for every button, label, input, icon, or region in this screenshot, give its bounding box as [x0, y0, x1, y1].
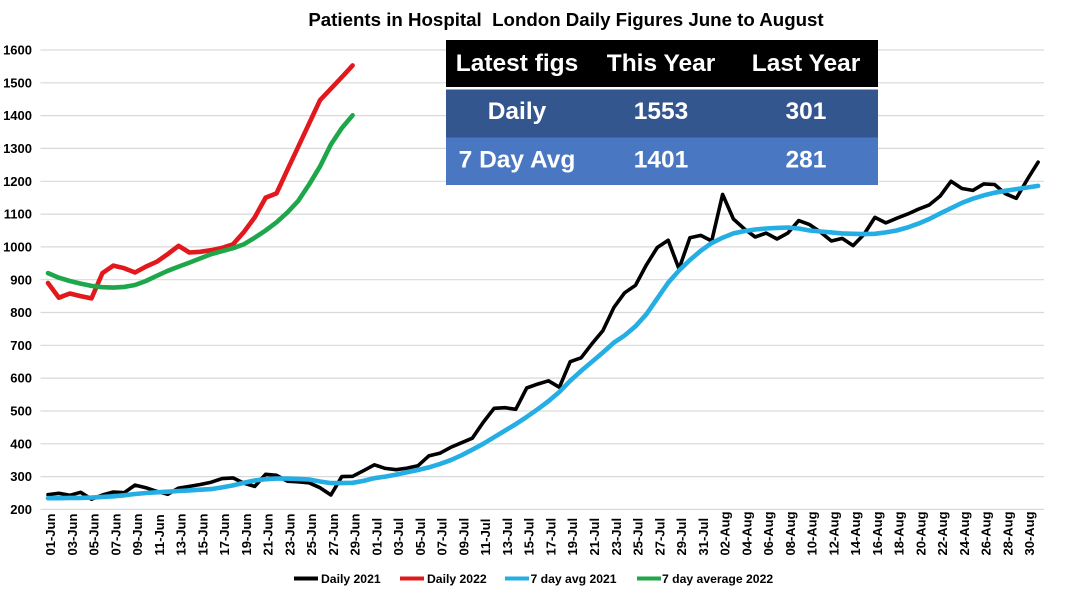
svg-text:Last Year: Last Year [752, 50, 861, 77]
svg-text:27-Jul: 27-Jul [652, 518, 667, 556]
svg-text:1401: 1401 [634, 147, 689, 174]
svg-text:29-Jun: 29-Jun [348, 514, 363, 556]
svg-text:Daily 2022: Daily 2022 [427, 572, 487, 586]
svg-text:25-Jun: 25-Jun [304, 514, 319, 556]
svg-text:02-Aug: 02-Aug [718, 511, 733, 555]
svg-text:900: 900 [10, 272, 32, 287]
svg-text:08-Aug: 08-Aug [783, 511, 798, 555]
svg-text:13-Jul: 13-Jul [500, 518, 515, 556]
svg-text:25-Jul: 25-Jul [631, 518, 646, 556]
svg-text:19-Jul: 19-Jul [565, 518, 580, 556]
svg-text:17-Jun: 17-Jun [217, 514, 232, 556]
svg-text:13-Jun: 13-Jun [174, 514, 189, 556]
svg-text:04-Aug: 04-Aug [739, 511, 754, 555]
svg-text:20-Aug: 20-Aug [913, 511, 928, 555]
svg-text:23-Jul: 23-Jul [609, 518, 624, 556]
svg-text:23-Jun: 23-Jun [282, 514, 297, 556]
svg-text:12-Aug: 12-Aug [826, 511, 841, 555]
svg-text:28-Aug: 28-Aug [1000, 511, 1015, 555]
svg-text:07-Jun: 07-Jun [108, 514, 123, 556]
svg-text:09-Jul: 09-Jul [456, 518, 471, 556]
svg-text:1600: 1600 [3, 43, 32, 58]
svg-text:19-Jun: 19-Jun [239, 514, 254, 556]
svg-text:500: 500 [10, 404, 32, 419]
svg-text:15-Jul: 15-Jul [522, 518, 537, 556]
svg-text:30-Aug: 30-Aug [1022, 511, 1037, 555]
svg-text:300: 300 [10, 469, 32, 484]
svg-text:Daily 2021: Daily 2021 [321, 572, 381, 586]
svg-text:16-Aug: 16-Aug [870, 511, 885, 555]
svg-text:1000: 1000 [3, 240, 32, 255]
svg-text:24-Aug: 24-Aug [957, 511, 972, 555]
svg-text:This Year: This Year [607, 50, 716, 77]
svg-text:11-Jun: 11-Jun [152, 514, 167, 555]
svg-text:22-Aug: 22-Aug [935, 511, 950, 555]
svg-text:14-Aug: 14-Aug [848, 511, 863, 555]
svg-text:21-Jul: 21-Jul [587, 518, 602, 556]
svg-text:301: 301 [786, 98, 827, 125]
svg-text:7 day avg 2021: 7 day avg 2021 [531, 572, 617, 586]
svg-text:400: 400 [10, 436, 32, 451]
svg-text:Latest figs: Latest figs [456, 50, 579, 77]
svg-text:09-Jun: 09-Jun [130, 514, 145, 556]
svg-text:10-Aug: 10-Aug [805, 511, 820, 555]
svg-text:05-Jun: 05-Jun [87, 514, 102, 556]
svg-text:1300: 1300 [3, 141, 32, 156]
svg-text:1500: 1500 [3, 75, 32, 90]
svg-text:7 day average 2022: 7 day average 2022 [662, 572, 773, 586]
svg-text:05-Jul: 05-Jul [413, 518, 428, 556]
svg-text:27-Jun: 27-Jun [326, 514, 341, 556]
svg-text:26-Aug: 26-Aug [979, 511, 994, 555]
svg-text:03-Jul: 03-Jul [391, 518, 406, 556]
svg-text:200: 200 [10, 502, 32, 517]
svg-text:07-Jul: 07-Jul [435, 518, 450, 556]
svg-text:17-Jul: 17-Jul [544, 518, 559, 556]
svg-text:18-Aug: 18-Aug [892, 511, 907, 555]
svg-text:1100: 1100 [4, 207, 32, 222]
svg-text:800: 800 [10, 305, 32, 320]
svg-text:29-Jul: 29-Jul [674, 518, 689, 556]
svg-text:21-Jun: 21-Jun [261, 514, 276, 556]
svg-text:700: 700 [10, 338, 32, 353]
svg-text:11-Jul: 11-Jul [478, 519, 493, 556]
svg-text:15-Jun: 15-Jun [195, 514, 210, 556]
svg-text:Patients in Hospital London D: Patients in Hospital London Daily Figure… [308, 9, 823, 30]
svg-text:31-Jul: 31-Jul [696, 518, 711, 556]
svg-text:01-Jul: 01-Jul [369, 518, 384, 556]
svg-text:01-Jun: 01-Jun [43, 514, 58, 556]
svg-text:1400: 1400 [3, 108, 32, 123]
svg-text:03-Jun: 03-Jun [65, 514, 80, 556]
svg-text:7 Day Avg: 7 Day Avg [459, 147, 576, 174]
svg-text:06-Aug: 06-Aug [761, 511, 776, 555]
svg-text:1200: 1200 [3, 174, 32, 189]
svg-text:600: 600 [10, 371, 32, 386]
svg-text:Daily: Daily [488, 98, 547, 125]
svg-text:1553: 1553 [634, 98, 689, 125]
svg-text:281: 281 [786, 147, 827, 174]
